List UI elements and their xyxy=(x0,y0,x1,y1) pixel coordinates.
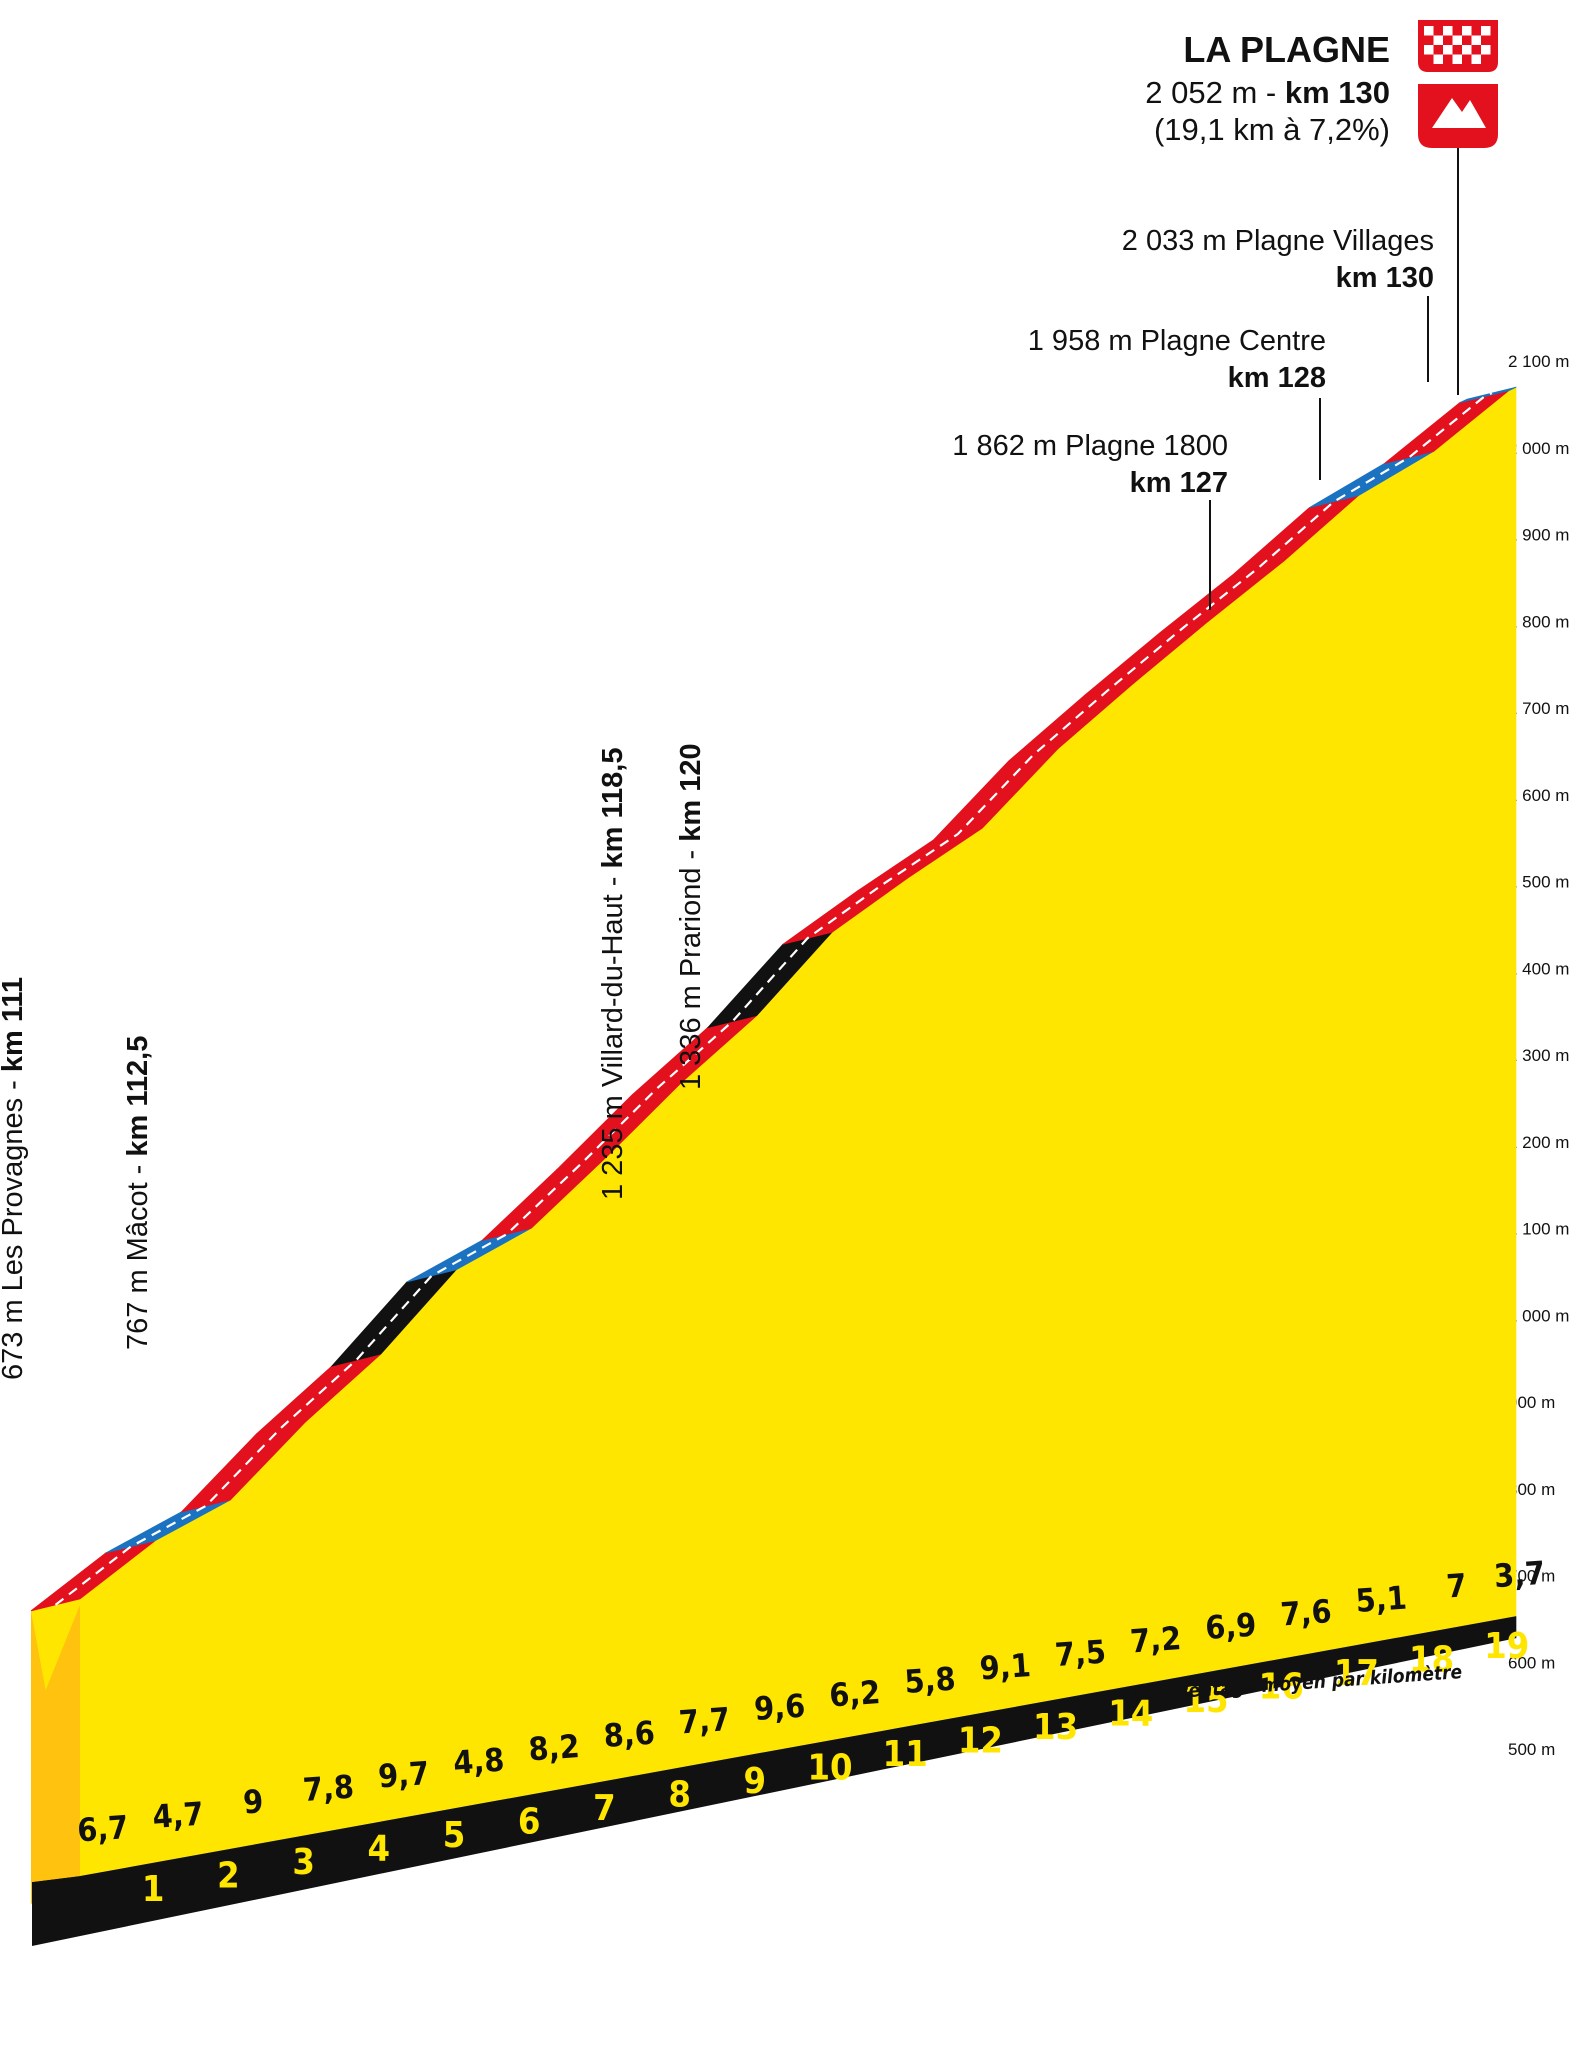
grade-label: 9,7 xyxy=(377,1754,431,1795)
grade-label: 6,7 xyxy=(76,1808,130,1849)
km-label: 11 xyxy=(883,1734,928,1775)
y-tick-label: 1 900 m xyxy=(1508,526,1569,545)
gradient-segment xyxy=(1459,386,1517,403)
grade-label: 6,2 xyxy=(828,1673,882,1714)
place-annotation-km: km 130 xyxy=(1336,262,1434,294)
y-tick-label: 1 400 m xyxy=(1508,959,1569,978)
y-tick-label: 1 300 m xyxy=(1508,1046,1569,1065)
place-annotation: 1 235 m Villard-du-Haut - km 118,5 xyxy=(597,748,629,1200)
km-label: 5 xyxy=(443,1815,466,1856)
km-label: 10 xyxy=(807,1747,852,1788)
place-annotation: 2 033 m Plagne Villages xyxy=(1122,225,1434,257)
place-annotation-km: km 127 xyxy=(1130,467,1228,499)
y-tick-label: 1 700 m xyxy=(1508,699,1569,718)
km-label: 19 xyxy=(1484,1626,1529,1667)
km-base: 1 2 3 4 5 6 7 8 9 10 11 12 13 14 15 16 17 18 19 xyxy=(32,1604,1529,1946)
grade-label: 5,8 xyxy=(903,1660,957,1701)
y-tick-label: 800 m xyxy=(1508,1480,1555,1499)
place-annotation-km: km 128 xyxy=(1228,362,1326,394)
checkered-finish-flag-icon xyxy=(1418,20,1498,72)
grade-label: 7,2 xyxy=(1129,1619,1183,1660)
chart-title: LA PLAGNE xyxy=(1183,29,1390,70)
y-tick-label: 1 500 m xyxy=(1508,873,1569,892)
grade-label: 7,5 xyxy=(1054,1633,1108,1674)
grade-label: 9,1 xyxy=(978,1646,1032,1687)
grade-label: 7,7 xyxy=(678,1700,732,1741)
y-tick-label: 2 100 m xyxy=(1508,352,1569,371)
summit-header: LA PLAGNE 2 052 m - km 130 (19,1 km à 7,… xyxy=(1145,29,1390,147)
km-label: 1 xyxy=(142,1869,165,1910)
y-tick-label: 1 000 m xyxy=(1508,1306,1569,1325)
km-label: 15 xyxy=(1183,1680,1228,1721)
place-annotations: 673 m Les Provagnes - km 111 767 m Mâcot … xyxy=(0,225,1434,1380)
grade-labels: 6,7 4,7 9 7,8 9,7 4,8 8,2 8,6 7,7 9,6 6,2 5,8 9,1 7,5… xyxy=(76,1554,1546,1850)
grade-label: 7,8 xyxy=(302,1768,356,1809)
place-annotation: 767 m Mâcot - km 112,5 xyxy=(122,1036,154,1350)
km-label: 13 xyxy=(1033,1707,1078,1748)
y-tick-label: 900 m xyxy=(1508,1393,1555,1412)
km-label: 3 xyxy=(292,1842,315,1883)
road-centerline xyxy=(54,392,1493,1606)
grade-label: 3,7 xyxy=(1493,1554,1547,1595)
km-label: 17 xyxy=(1334,1653,1379,1694)
y-tick-label: 600 m xyxy=(1508,1653,1555,1672)
y-tick-label: 2 000 m xyxy=(1508,439,1569,458)
km-label: 16 xyxy=(1259,1666,1304,1707)
km-label: 2 xyxy=(217,1855,240,1896)
km-label: 6 xyxy=(518,1801,541,1842)
km-label: 18 xyxy=(1409,1639,1454,1680)
grade-label: 9 xyxy=(242,1782,265,1821)
km-base-strip xyxy=(32,1616,1517,1946)
place-annotation: 673 m Les Provagnes - km 111 xyxy=(0,977,29,1380)
grade-label: 6,9 xyxy=(1204,1606,1258,1647)
grade-label: 8,6 xyxy=(602,1714,656,1755)
km-label: 7 xyxy=(593,1788,616,1829)
place-annotation: 1 958 m Plagne Centre xyxy=(1028,325,1326,357)
grade-label: 8,2 xyxy=(527,1727,581,1768)
grade-label: 4,8 xyxy=(452,1741,506,1782)
place-annotation: 1 862 m Plagne 1800 xyxy=(952,430,1228,462)
gradient-band xyxy=(30,386,1517,1612)
profile-front-side xyxy=(32,1604,80,1882)
grade-label: 7,6 xyxy=(1279,1592,1333,1633)
km-label: 4 xyxy=(368,1828,391,1869)
km-label: 9 xyxy=(744,1761,767,1802)
km-label: 12 xyxy=(958,1720,1003,1761)
summit-info-line2: (19,1 km à 7,2%) xyxy=(1154,112,1390,147)
km-label: 8 xyxy=(668,1774,691,1815)
y-tick-label: 1 200 m xyxy=(1508,1133,1569,1152)
grade-label: 4,7 xyxy=(151,1795,205,1836)
grade-label: 5,1 xyxy=(1354,1579,1408,1620)
mountain-climb-icon xyxy=(1418,84,1498,395)
profile-face xyxy=(31,387,1517,1876)
place-annotation: 1 336 m Prariond - km 120 xyxy=(675,743,707,1090)
summit-info-line1: 2 052 m - km 130 xyxy=(1145,75,1390,110)
y-tick-label: 1 600 m xyxy=(1508,786,1569,805)
y-tick-label: 500 m xyxy=(1508,1740,1555,1759)
y-tick-label: 700 m xyxy=(1508,1567,1555,1586)
y-axis-ticks: 500 m 600 m 700 m 800 m 900 m 1 000 m 1 100 m 1… xyxy=(1508,352,1569,1759)
y-tick-label: 1 100 m xyxy=(1508,1220,1569,1239)
grade-label: 7 xyxy=(1445,1566,1468,1605)
grade-label: 9,6 xyxy=(753,1687,807,1728)
y-tick-label: 1 800 m xyxy=(1508,612,1569,631)
km-label: 14 xyxy=(1108,1693,1153,1734)
